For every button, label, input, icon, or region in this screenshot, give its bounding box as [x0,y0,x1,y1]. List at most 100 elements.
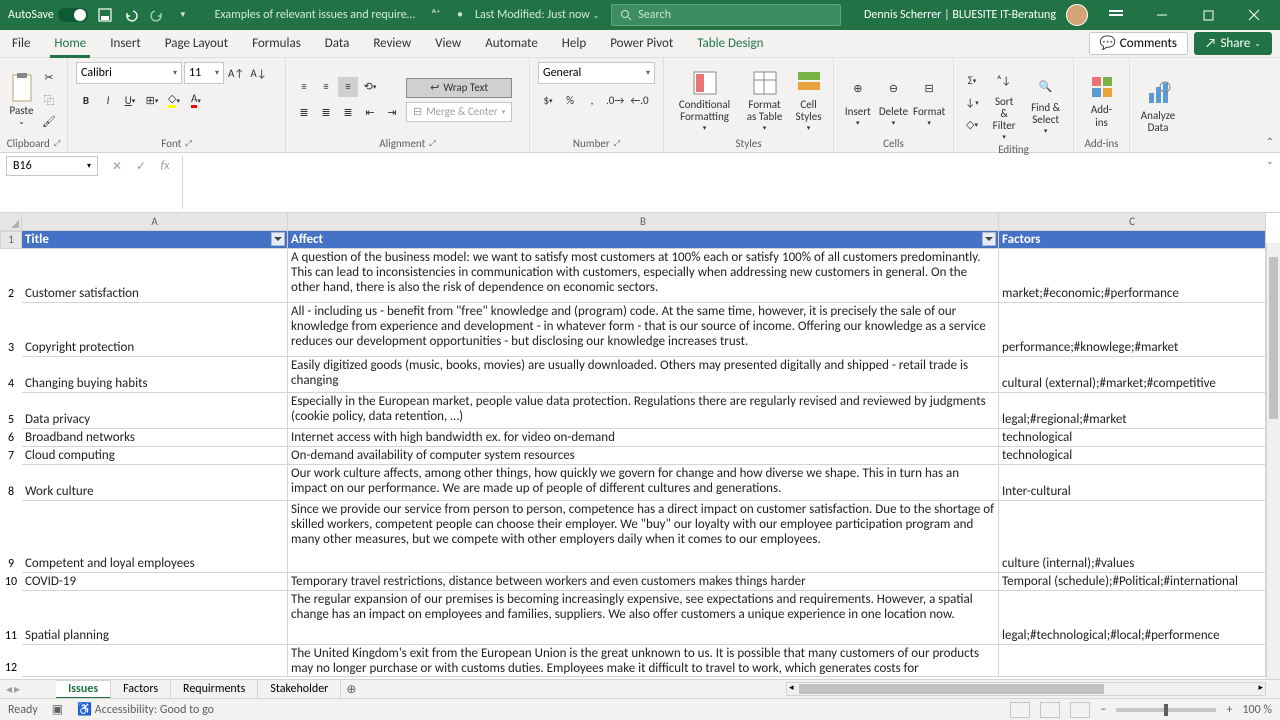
cell-factors[interactable]: legal;#technological;#local;#performence [999,591,1266,645]
tab-review[interactable]: Review [361,30,423,57]
underline-icon[interactable]: U▾ [120,90,140,110]
align-center-icon[interactable]: ≣ [316,103,336,123]
close-icon[interactable] [1236,0,1272,30]
name-box[interactable]: B16▾ [6,156,98,176]
sheet-tab-stakeholder[interactable]: Stakeholder [258,680,341,699]
cell-title[interactable]: Data privacy [22,393,288,429]
delete-cells-button[interactable]: ⊖Delete▾ [878,71,910,129]
row-header[interactable]: 2 [0,249,22,303]
save-icon[interactable] [96,6,114,24]
indent-increase-icon[interactable]: ⇥ [382,103,402,123]
row-header[interactable]: 3 [0,303,22,357]
cell-title[interactable]: Competent and loyal employees [22,501,288,573]
cell-title[interactable]: Broadband networks [22,429,288,447]
cell-factors[interactable]: Inter-cultural [999,465,1266,501]
analyze-data-button[interactable]: Analyze Data [1138,76,1178,136]
format-as-table-button[interactable]: Format as Table▾ [741,65,788,134]
percent-icon[interactable]: % [560,90,580,110]
page-break-view-icon[interactable] [1070,702,1090,718]
collapse-ribbon-icon[interactable]: ⌃ [1266,135,1274,148]
cell-affect[interactable]: Easily digitized goods (music, books, mo… [288,357,999,393]
col-header-c[interactable]: C [999,213,1266,230]
cut-icon[interactable]: ✂ [39,68,59,88]
sheet-tab-issues[interactable]: Issues [56,680,111,699]
indent-decrease-icon[interactable]: ⇤ [360,103,380,123]
cell-affect[interactable]: A question of the business model: we wan… [288,249,999,303]
cell-affect[interactable]: Our work culture affects, among other th… [288,465,999,501]
row-header[interactable]: 12 [0,645,22,677]
table-header-title[interactable]: Title [22,231,288,249]
tab-formulas[interactable]: Formulas [240,30,313,57]
find-select-button[interactable]: 🔍Find & Select▾ [1026,68,1065,137]
tab-data[interactable]: Data [313,30,362,57]
cell-affect[interactable]: All - including us - benefit from "free"… [288,303,999,357]
accessibility-icon[interactable]: ᴬ⁺ [427,6,445,24]
cell-affect[interactable]: The regular expansion of our premises is… [288,591,999,645]
tab-page-layout[interactable]: Page Layout [153,30,240,57]
fx-icon[interactable]: fx [156,156,174,176]
sheet-nav-prev-icon[interactable]: ◂ [6,682,12,697]
insert-cells-button[interactable]: ⊕Insert▾ [842,71,874,129]
wrap-text-button[interactable]: ↩Wrap Text [406,78,512,98]
cell-factors[interactable]: performance;#knowlege;#market [999,303,1266,357]
font-name-select[interactable]: Calibri▾ [76,62,182,84]
tab-insert[interactable]: Insert [98,30,153,57]
zoom-slider[interactable] [1116,708,1216,712]
cell-title[interactable]: Cloud computing [22,447,288,465]
format-painter-icon[interactable]: 🖌 [39,112,59,132]
merge-center-button[interactable]: ⊟Merge & Center▾ [406,102,512,122]
col-header-b[interactable]: B [288,213,999,230]
cell-factors[interactable]: legal;#regional;#market [999,393,1266,429]
filter-icon[interactable] [271,232,285,246]
font-color-icon[interactable]: A▾ [186,90,206,110]
cell-factors[interactable]: cultural (external);#market;#competitive [999,357,1266,393]
format-cells-button[interactable]: ⊟Format▾ [913,71,945,129]
cell-factors[interactable] [999,645,1266,677]
accounting-icon[interactable]: $▾ [538,90,558,110]
cell-title[interactable]: COVID-19 [22,573,288,591]
autosum-icon[interactable]: Σ▾ [962,71,982,91]
zoom-out-icon[interactable]: − [1100,703,1106,717]
clear-icon[interactable]: ◇▾ [962,115,982,135]
cell-title[interactable]: Work culture [22,465,288,501]
cell-affect[interactable]: Internet access with high bandwidth ex. … [288,429,999,447]
cell-factors[interactable]: culture (internal);#values [999,501,1266,573]
number-format-select[interactable]: General▾ [538,62,655,84]
tab-home[interactable]: Home [42,30,98,57]
tab-table-design[interactable]: Table Design [685,30,775,57]
vertical-scrollbar[interactable] [1266,243,1280,679]
expand-formula-icon[interactable]: ⌄ [1266,156,1274,167]
shrink-font-icon[interactable]: A↓ [248,63,268,83]
row-header[interactable]: 6 [0,429,22,447]
cell-affect[interactable]: Since we provide our service from person… [288,501,999,573]
cell-title[interactable]: Changing buying habits [22,357,288,393]
minimize-icon[interactable] [1144,0,1180,30]
fill-color-icon[interactable]: ◇▾ [164,90,184,110]
cancel-formula-icon[interactable]: ✕ [108,156,126,176]
row-header[interactable]: 9 [0,501,22,573]
horizontal-scrollbar[interactable]: ◂ ▸ [786,682,1266,696]
search-box[interactable]: Search [611,4,841,26]
comments-button[interactable]: 💬Comments [1089,32,1188,55]
tab-automate[interactable]: Automate [473,30,550,57]
last-modified[interactable]: Last Modified: Just now ⌄ [475,8,599,22]
fill-icon[interactable]: ↓▾ [962,93,982,113]
tab-power-pivot[interactable]: Power Pivot [598,30,685,57]
align-left-icon[interactable]: ≣ [294,103,314,123]
row-header[interactable]: 8 [0,465,22,501]
row-header[interactable]: 10 [0,573,22,591]
cell-styles-button[interactable]: Cell Styles▾ [792,65,825,134]
cell-affect[interactable]: On-demand availability of computer syste… [288,447,999,465]
row-header[interactable]: 7 [0,447,22,465]
maximize-icon[interactable] [1190,0,1226,30]
sort-filter-button[interactable]: ᴬ↓Sort & Filter▾ [986,62,1022,143]
cell-title[interactable]: Copyright protection [22,303,288,357]
row-header[interactable]: 4 [0,357,22,393]
align-bottom-icon[interactable]: ≡ [338,77,358,97]
filter-icon[interactable] [982,232,996,246]
ribbon-mode-icon[interactable] [1098,0,1134,30]
sheet-nav-next-icon[interactable]: ▸ [14,682,20,697]
grow-font-icon[interactable]: A↑ [226,63,246,83]
row-header[interactable]: 1 [0,231,22,249]
cell-affect[interactable]: Especially in the European market, peopl… [288,393,999,429]
